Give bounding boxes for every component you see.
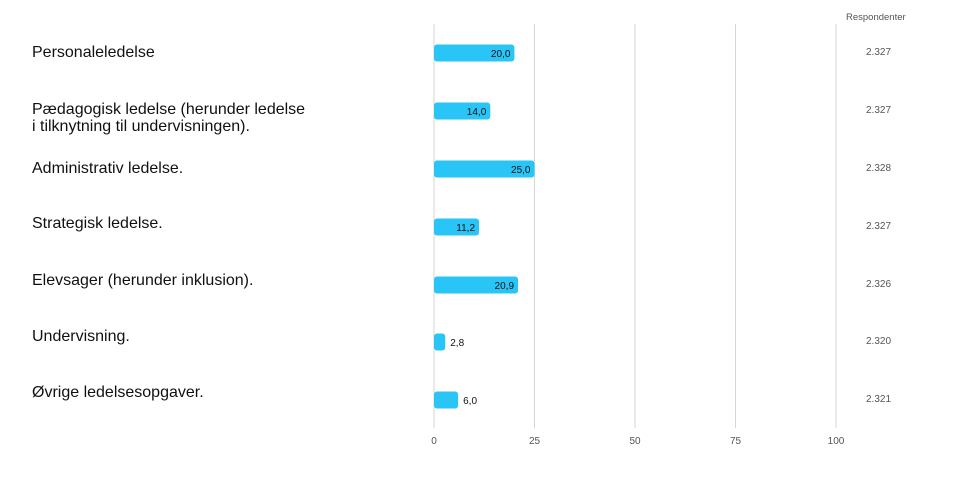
- x-tick-label: 25: [529, 436, 541, 447]
- x-tick-label: 0: [431, 436, 437, 447]
- category-label: Øvrige ledelsesopgaver.: [32, 384, 204, 401]
- bar-value-label: 11,2: [456, 223, 475, 234]
- respondent-count: 2.328: [866, 163, 892, 174]
- bar: [434, 391, 459, 409]
- category-label: Personaleledelse: [32, 44, 155, 61]
- x-tick-label: 100: [828, 436, 845, 447]
- category-label: Strategisk ledelse.: [32, 215, 163, 232]
- category-label: Administrativ ledelse.: [32, 160, 184, 177]
- x-tick-label: 50: [629, 436, 641, 447]
- bar: [434, 218, 480, 236]
- respondent-count: 2.326: [866, 279, 892, 290]
- category-label: Undervisning.: [32, 328, 130, 345]
- bar-value-label: 25,0: [511, 165, 531, 176]
- bar: [434, 102, 491, 120]
- bar-value-label: 14,0: [467, 107, 487, 118]
- respondent-count: 2.321: [866, 394, 892, 405]
- bar-value-label: 20,9: [495, 281, 515, 292]
- bar-value-label: 2,8: [450, 338, 464, 349]
- respondent-count: 2.327: [866, 47, 892, 58]
- category-label: Pædagogisk ledelse (herunder ledelse i t…: [32, 101, 306, 135]
- x-tick-label: 75: [730, 436, 742, 447]
- bar-value-label: 6,0: [463, 396, 477, 407]
- category-label: Elevsager (herunder inklusion).: [32, 272, 254, 289]
- respondent-count: 2.327: [866, 221, 892, 232]
- bar: [434, 160, 535, 178]
- respondents-header: Respondenter: [846, 12, 906, 23]
- bar-value-label: 20,0: [491, 49, 511, 60]
- respondent-count: 2.327: [866, 105, 892, 116]
- respondent-count: 2.320: [866, 336, 892, 347]
- bar: [434, 333, 446, 351]
- bar: [434, 276, 519, 294]
- bar: [434, 44, 515, 62]
